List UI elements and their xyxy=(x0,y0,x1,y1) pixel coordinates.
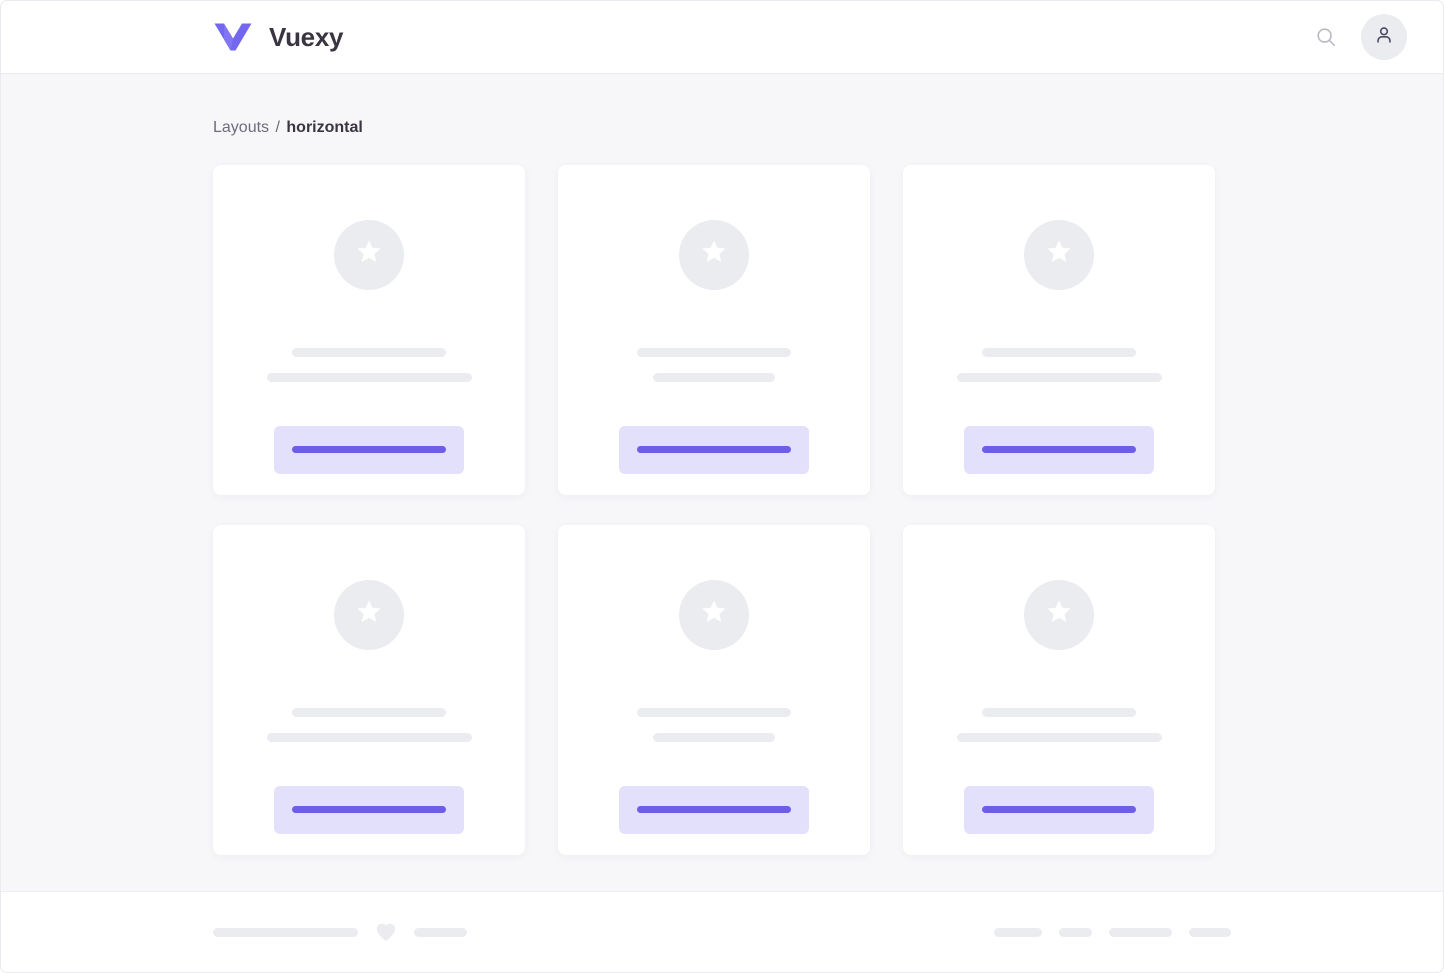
card-action-button[interactable] xyxy=(274,785,464,834)
breadcrumb-separator: / xyxy=(275,119,280,136)
breadcrumb: Layouts / horizontal xyxy=(213,118,1231,139)
card-avatar xyxy=(679,579,749,650)
card[interactable] xyxy=(903,524,1215,855)
brand-name: Vuexy xyxy=(269,21,344,52)
button-placeholder-bar xyxy=(292,446,446,454)
heart-icon xyxy=(374,920,398,944)
card-avatar xyxy=(1024,579,1094,650)
star-icon xyxy=(354,597,384,632)
card-action-button[interactable] xyxy=(619,425,809,474)
star-icon xyxy=(699,237,729,272)
card[interactable] xyxy=(213,524,525,855)
card-action-button[interactable] xyxy=(964,785,1154,834)
footer-right-links xyxy=(994,927,1231,937)
card[interactable] xyxy=(558,164,870,495)
header-actions xyxy=(1313,14,1407,60)
app-header: Vuexy xyxy=(1,1,1443,74)
search-icon[interactable] xyxy=(1313,24,1339,50)
main-content: Layouts / horizontal xyxy=(1,74,1443,891)
star-icon xyxy=(699,597,729,632)
button-placeholder-bar xyxy=(637,446,791,454)
card-grid xyxy=(213,164,1231,855)
card[interactable] xyxy=(903,164,1215,495)
skeleton-line-bottom xyxy=(266,372,472,382)
skeleton-line-bottom xyxy=(653,372,775,382)
button-placeholder-bar xyxy=(292,806,446,814)
skeleton-line-bottom xyxy=(956,372,1162,382)
card-avatar xyxy=(334,579,404,650)
footer-link-placeholder[interactable] xyxy=(994,927,1042,937)
skeleton-line-bottom xyxy=(653,732,775,742)
footer-author-placeholder xyxy=(414,927,467,937)
skeleton-line-bottom xyxy=(956,732,1162,742)
card-skeleton-lines xyxy=(213,707,525,742)
footer-copyright-placeholder xyxy=(213,927,358,937)
button-placeholder-bar xyxy=(982,806,1136,814)
footer-link-placeholder[interactable] xyxy=(1109,927,1172,937)
card-skeleton-lines xyxy=(558,707,870,742)
brand[interactable]: Vuexy xyxy=(213,21,343,53)
vuexy-v-chevron-logo-icon xyxy=(213,21,253,53)
button-placeholder-bar xyxy=(982,446,1136,454)
card-avatar xyxy=(334,219,404,290)
card-avatar xyxy=(1024,219,1094,290)
skeleton-line-top xyxy=(637,347,791,357)
star-icon xyxy=(354,237,384,272)
card-skeleton-lines xyxy=(558,347,870,382)
footer-left xyxy=(213,920,467,944)
skeleton-line-top xyxy=(292,707,446,717)
card-action-button[interactable] xyxy=(274,425,464,474)
card-action-button[interactable] xyxy=(964,425,1154,474)
star-icon xyxy=(1044,237,1074,272)
card-avatar xyxy=(679,219,749,290)
card[interactable] xyxy=(213,164,525,495)
card[interactable] xyxy=(558,524,870,855)
avatar[interactable] xyxy=(1361,14,1407,60)
skeleton-line-bottom xyxy=(266,732,472,742)
skeleton-line-top xyxy=(982,347,1136,357)
app-footer xyxy=(1,891,1443,972)
user-person-icon xyxy=(1373,24,1395,51)
breadcrumb-current: horizontal xyxy=(286,119,363,136)
card-skeleton-lines xyxy=(213,347,525,382)
breadcrumb-parent[interactable]: Layouts xyxy=(213,119,270,136)
card-action-button[interactable] xyxy=(619,785,809,834)
skeleton-line-top xyxy=(982,707,1136,717)
footer-link-placeholder[interactable] xyxy=(1189,927,1231,937)
card-skeleton-lines xyxy=(903,707,1215,742)
star-icon xyxy=(1044,597,1074,632)
skeleton-line-top xyxy=(292,347,446,357)
skeleton-line-top xyxy=(637,707,791,717)
card-skeleton-lines xyxy=(903,347,1215,382)
button-placeholder-bar xyxy=(637,806,791,814)
footer-link-placeholder[interactable] xyxy=(1059,927,1092,937)
